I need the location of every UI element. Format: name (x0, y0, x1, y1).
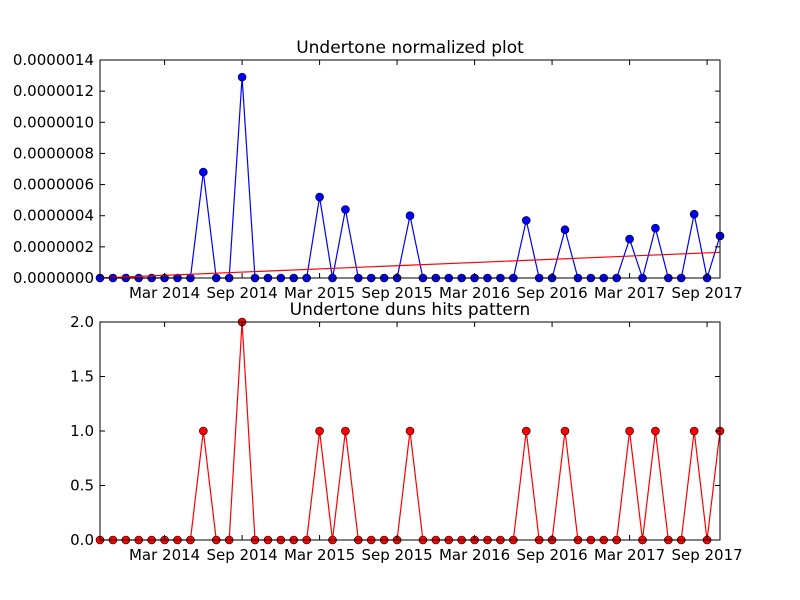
normalized-ytick-label-6: 0.0000012 (13, 82, 94, 100)
normalized-xtick-label-0: Mar 2014 (129, 284, 200, 302)
plot-area-normalized: 0.0000000 0.0000002 0.0000004 0.0000006 0.00… (13, 51, 743, 302)
chart-title-normalized: Undertone normalized plot (296, 38, 524, 58)
hits-series-0-point-24 (405, 426, 415, 436)
normalized-xtick-label-4: Mar 2016 (439, 284, 510, 302)
hits-ytick-label-2: 1.0 (70, 422, 94, 440)
hits-xtick-label-0: Mar 2014 (129, 546, 200, 564)
hits-ytick-label-1: 0.5 (70, 477, 94, 495)
hits-series-0-point-43 (651, 426, 660, 436)
normalized-series-0-point-19 (341, 205, 350, 214)
normalized-ytick-label-7: 0.0000014 (13, 51, 94, 69)
normalized-xtick-label-2: Mar 2015 (284, 284, 355, 302)
normalized-series-0-point-11 (237, 72, 247, 82)
normalized-series-0-point-46 (689, 209, 699, 219)
hits-series-0-point-17 (315, 426, 324, 436)
normalized-xtick-label-1: Sep 2014 (206, 284, 277, 302)
normalized-ytick-label-1: 0.0000002 (13, 238, 94, 256)
normalized-series-0-point-17 (315, 192, 324, 202)
normalized-series-0-point-36 (560, 225, 570, 235)
normalized-ytick-label-4: 0.0000008 (13, 144, 94, 162)
hits-series-0-point-46 (689, 426, 699, 436)
hits-xtick-label-1: Sep 2014 (206, 546, 277, 564)
normalized-series-0-line (100, 77, 721, 281)
hits-xtick-label-2: Mar 2015 (284, 546, 355, 564)
hits-xtick-label-4: Mar 2016 (439, 546, 510, 564)
normalized-series-0-point-33 (521, 216, 531, 225)
hits-ytick-label-4: 2.0 (70, 313, 94, 331)
normalized-series-1-line (99, 251, 721, 279)
normalized-ytick-label-5: 0.0000010 (13, 113, 94, 131)
hits-series-0-point-8 (199, 426, 208, 436)
hits-series-0-point-41 (625, 426, 634, 436)
normalized-xtick-label-5: Sep 2016 (516, 284, 587, 302)
normalized-xtick-label-3: Sep 2015 (361, 284, 432, 302)
normalized-axes-frame (99, 59, 721, 279)
hits-pattern-panel: Undertone duns hits pattern 0.0 0.5 1.0 1.5… (70, 300, 743, 564)
chart-title-hits: Undertone duns hits pattern (290, 300, 531, 320)
hits-xtick-label-7: Sep 2017 (671, 546, 742, 564)
hits-ytick-label-0: 0.0 (70, 531, 94, 549)
hits-series-0-point-33 (521, 426, 531, 436)
hits-ytick-label-3: 1.5 (70, 368, 94, 386)
hits-xtick-label-5: Sep 2016 (516, 546, 587, 564)
hits-series-0-point-36 (560, 426, 570, 436)
normalized-series-0-point-8 (199, 167, 208, 177)
hits-series-0-point-19 (341, 426, 350, 436)
hits-xtick-label-3: Sep 2015 (361, 546, 432, 564)
normalized-xtick-label-7: Sep 2017 (671, 284, 742, 302)
normalized-ytick-label-3: 0.0000006 (13, 176, 94, 194)
hits-xtick-label-6: Mar 2017 (594, 546, 665, 564)
normalized-ytick-label-2: 0.0000004 (13, 207, 94, 225)
normalized-series-0-point-24 (405, 211, 415, 221)
normalized-ytick-label-0: 0.0000000 (13, 269, 94, 287)
normalized-xtick-label-6: Mar 2017 (594, 284, 665, 302)
plot-area-hits: 0.0 0.5 1.0 1.5 2.0 Mar 2014 Sep 2014 Mar 2015 S… (70, 313, 743, 564)
normalized-series-0-point-41 (625, 234, 634, 244)
normalized-series-0-point-43 (651, 223, 660, 233)
normalized-plot-panel: Undertone normalized plot 0.00000000.000… (13, 38, 743, 302)
